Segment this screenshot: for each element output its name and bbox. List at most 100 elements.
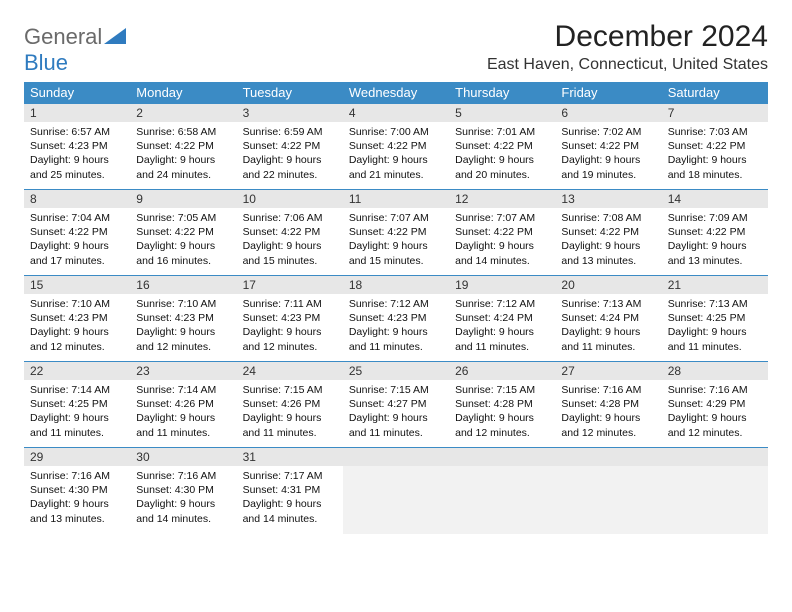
day-number: 27 — [555, 362, 661, 380]
sunset-text: Sunset: 4:26 PM — [243, 397, 337, 411]
daylight-text: Daylight: 9 hours and 11 minutes. — [668, 325, 762, 353]
weekday-header: Monday — [130, 82, 236, 104]
calendar-day-cell: 9Sunrise: 7:05 AMSunset: 4:22 PMDaylight… — [130, 190, 236, 276]
day-details: Sunrise: 7:14 AMSunset: 4:25 PMDaylight:… — [24, 380, 130, 444]
daylight-text: Daylight: 9 hours and 13 minutes. — [561, 239, 655, 267]
weekday-header: Thursday — [449, 82, 555, 104]
header: General Blue December 2024 East Haven, C… — [24, 20, 768, 76]
day-details: Sunrise: 7:07 AMSunset: 4:22 PMDaylight:… — [449, 208, 555, 272]
sunrise-text: Sunrise: 6:58 AM — [136, 125, 230, 139]
calendar-empty-cell — [343, 448, 449, 534]
daylight-text: Daylight: 9 hours and 12 minutes. — [455, 411, 549, 439]
calendar-day-cell: 19Sunrise: 7:12 AMSunset: 4:24 PMDayligh… — [449, 276, 555, 362]
day-number: 9 — [130, 190, 236, 208]
weekday-header: Tuesday — [237, 82, 343, 104]
day-details: Sunrise: 7:15 AMSunset: 4:28 PMDaylight:… — [449, 380, 555, 444]
sunset-text: Sunset: 4:22 PM — [349, 139, 443, 153]
day-number: 22 — [24, 362, 130, 380]
daylight-text: Daylight: 9 hours and 11 minutes. — [561, 325, 655, 353]
day-details: Sunrise: 7:01 AMSunset: 4:22 PMDaylight:… — [449, 122, 555, 186]
day-number: 4 — [343, 104, 449, 122]
calendar-day-cell: 20Sunrise: 7:13 AMSunset: 4:24 PMDayligh… — [555, 276, 661, 362]
calendar-day-cell: 26Sunrise: 7:15 AMSunset: 4:28 PMDayligh… — [449, 362, 555, 448]
day-number: 26 — [449, 362, 555, 380]
day-number: 29 — [24, 448, 130, 466]
sunrise-text: Sunrise: 7:10 AM — [136, 297, 230, 311]
sunrise-text: Sunrise: 7:13 AM — [561, 297, 655, 311]
day-details: Sunrise: 6:57 AMSunset: 4:23 PMDaylight:… — [24, 122, 130, 186]
sunrise-text: Sunrise: 6:59 AM — [243, 125, 337, 139]
day-details: Sunrise: 7:15 AMSunset: 4:26 PMDaylight:… — [237, 380, 343, 444]
sunrise-text: Sunrise: 7:05 AM — [136, 211, 230, 225]
calendar-day-cell: 22Sunrise: 7:14 AMSunset: 4:25 PMDayligh… — [24, 362, 130, 448]
sunset-text: Sunset: 4:22 PM — [136, 225, 230, 239]
day-details: Sunrise: 7:11 AMSunset: 4:23 PMDaylight:… — [237, 294, 343, 358]
day-details: Sunrise: 7:03 AMSunset: 4:22 PMDaylight:… — [662, 122, 768, 186]
sunset-text: Sunset: 4:22 PM — [668, 225, 762, 239]
sunset-text: Sunset: 4:22 PM — [349, 225, 443, 239]
weekday-header: Wednesday — [343, 82, 449, 104]
daylight-text: Daylight: 9 hours and 21 minutes. — [349, 153, 443, 181]
sunset-text: Sunset: 4:30 PM — [30, 483, 124, 497]
day-number: 12 — [449, 190, 555, 208]
daylight-text: Daylight: 9 hours and 22 minutes. — [243, 153, 337, 181]
weekday-header: Sunday — [24, 82, 130, 104]
day-number: 13 — [555, 190, 661, 208]
day-number: 18 — [343, 276, 449, 294]
sunset-text: Sunset: 4:23 PM — [30, 139, 124, 153]
location-text: East Haven, Connecticut, United States — [487, 56, 768, 74]
calendar-day-cell: 16Sunrise: 7:10 AMSunset: 4:23 PMDayligh… — [130, 276, 236, 362]
sunrise-text: Sunrise: 7:14 AM — [136, 383, 230, 397]
daylight-text: Daylight: 9 hours and 11 minutes. — [455, 325, 549, 353]
sunrise-text: Sunrise: 7:08 AM — [561, 211, 655, 225]
daylight-text: Daylight: 9 hours and 12 minutes. — [561, 411, 655, 439]
logo-triangle-icon — [104, 28, 126, 44]
day-number: 10 — [237, 190, 343, 208]
calendar-day-cell: 2Sunrise: 6:58 AMSunset: 4:22 PMDaylight… — [130, 104, 236, 190]
sunrise-text: Sunrise: 7:07 AM — [349, 211, 443, 225]
sunset-text: Sunset: 4:22 PM — [455, 139, 549, 153]
calendar-week-row: 22Sunrise: 7:14 AMSunset: 4:25 PMDayligh… — [24, 362, 768, 448]
calendar-empty-cell — [662, 448, 768, 534]
calendar-day-cell: 1Sunrise: 6:57 AMSunset: 4:23 PMDaylight… — [24, 104, 130, 190]
calendar-day-cell: 3Sunrise: 6:59 AMSunset: 4:22 PMDaylight… — [237, 104, 343, 190]
calendar-day-cell: 31Sunrise: 7:17 AMSunset: 4:31 PMDayligh… — [237, 448, 343, 534]
sunrise-text: Sunrise: 7:09 AM — [668, 211, 762, 225]
sunrise-text: Sunrise: 7:15 AM — [349, 383, 443, 397]
day-details: Sunrise: 6:59 AMSunset: 4:22 PMDaylight:… — [237, 122, 343, 186]
day-details: Sunrise: 7:04 AMSunset: 4:22 PMDaylight:… — [24, 208, 130, 272]
daylight-text: Daylight: 9 hours and 14 minutes. — [136, 497, 230, 525]
daylight-text: Daylight: 9 hours and 14 minutes. — [455, 239, 549, 267]
sunset-text: Sunset: 4:23 PM — [349, 311, 443, 325]
title-block: December 2024 East Haven, Connecticut, U… — [487, 20, 768, 74]
daylight-text: Daylight: 9 hours and 17 minutes. — [30, 239, 124, 267]
sunrise-text: Sunrise: 7:16 AM — [668, 383, 762, 397]
day-details: Sunrise: 7:13 AMSunset: 4:25 PMDaylight:… — [662, 294, 768, 358]
sunset-text: Sunset: 4:22 PM — [243, 139, 337, 153]
daylight-text: Daylight: 9 hours and 12 minutes. — [30, 325, 124, 353]
day-details: Sunrise: 7:10 AMSunset: 4:23 PMDaylight:… — [24, 294, 130, 358]
daylight-text: Daylight: 9 hours and 18 minutes. — [668, 153, 762, 181]
sunrise-text: Sunrise: 7:12 AM — [349, 297, 443, 311]
daylight-text: Daylight: 9 hours and 11 minutes. — [243, 411, 337, 439]
sunrise-text: Sunrise: 7:04 AM — [30, 211, 124, 225]
sunset-text: Sunset: 4:23 PM — [30, 311, 124, 325]
sunset-text: Sunset: 4:25 PM — [668, 311, 762, 325]
day-details: Sunrise: 6:58 AMSunset: 4:22 PMDaylight:… — [130, 122, 236, 186]
calendar-week-row: 8Sunrise: 7:04 AMSunset: 4:22 PMDaylight… — [24, 190, 768, 276]
day-details: Sunrise: 7:17 AMSunset: 4:31 PMDaylight:… — [237, 466, 343, 530]
sunset-text: Sunset: 4:24 PM — [561, 311, 655, 325]
sunrise-text: Sunrise: 7:01 AM — [455, 125, 549, 139]
daylight-text: Daylight: 9 hours and 24 minutes. — [136, 153, 230, 181]
day-number: 30 — [130, 448, 236, 466]
day-details: Sunrise: 7:12 AMSunset: 4:23 PMDaylight:… — [343, 294, 449, 358]
day-number: 19 — [449, 276, 555, 294]
daylight-text: Daylight: 9 hours and 12 minutes. — [668, 411, 762, 439]
daylight-text: Daylight: 9 hours and 20 minutes. — [455, 153, 549, 181]
sunrise-text: Sunrise: 7:06 AM — [243, 211, 337, 225]
day-number: 11 — [343, 190, 449, 208]
daylight-text: Daylight: 9 hours and 11 minutes. — [136, 411, 230, 439]
day-details: Sunrise: 7:16 AMSunset: 4:29 PMDaylight:… — [662, 380, 768, 444]
calendar-week-row: 15Sunrise: 7:10 AMSunset: 4:23 PMDayligh… — [24, 276, 768, 362]
sunrise-text: Sunrise: 7:00 AM — [349, 125, 443, 139]
